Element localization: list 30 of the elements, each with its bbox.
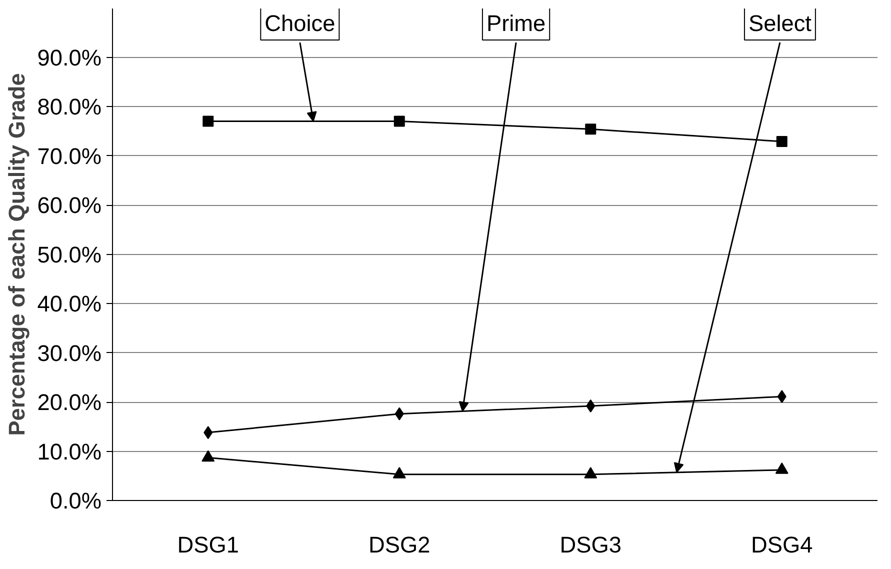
- text: Select: [748, 10, 812, 36]
- point: [586, 399, 596, 412]
- x-tick-label: DSG3: [560, 532, 622, 558]
- point: [202, 116, 214, 127]
- point: [394, 116, 405, 127]
- point: [202, 450, 215, 462]
- y-tick-label: 0.0%: [50, 488, 102, 514]
- y-tick-label: 70.0%: [37, 142, 102, 169]
- text: Prime: [486, 10, 546, 36]
- point: [777, 390, 786, 404]
- x-tick-label: DSG1: [177, 532, 239, 558]
- y-axis-title: Percentage of each Quality Grade: [3, 73, 30, 436]
- y-tick-label: 60.0%: [37, 192, 102, 218]
- y-tick-label: 90.0%: [37, 44, 102, 70]
- x-tick-label: DSG2: [368, 532, 430, 558]
- point: [775, 462, 788, 474]
- y-tick-label: 80.0%: [37, 94, 102, 120]
- y-tick-label: 20.0%: [37, 389, 102, 415]
- point: [204, 426, 213, 440]
- point: [392, 466, 406, 478]
- y-tick-label: 40.0%: [37, 290, 102, 317]
- point: [584, 466, 598, 478]
- point: [585, 124, 596, 135]
- y-tick-label: 10.0%: [37, 438, 102, 464]
- point: [776, 136, 788, 147]
- x-tick-label: DSG4: [751, 532, 813, 558]
- y-tick-label: 30.0%: [37, 340, 102, 366]
- text: Choice: [264, 10, 336, 36]
- y-tick-label: 50.0%: [37, 241, 102, 268]
- point: [394, 407, 404, 420]
